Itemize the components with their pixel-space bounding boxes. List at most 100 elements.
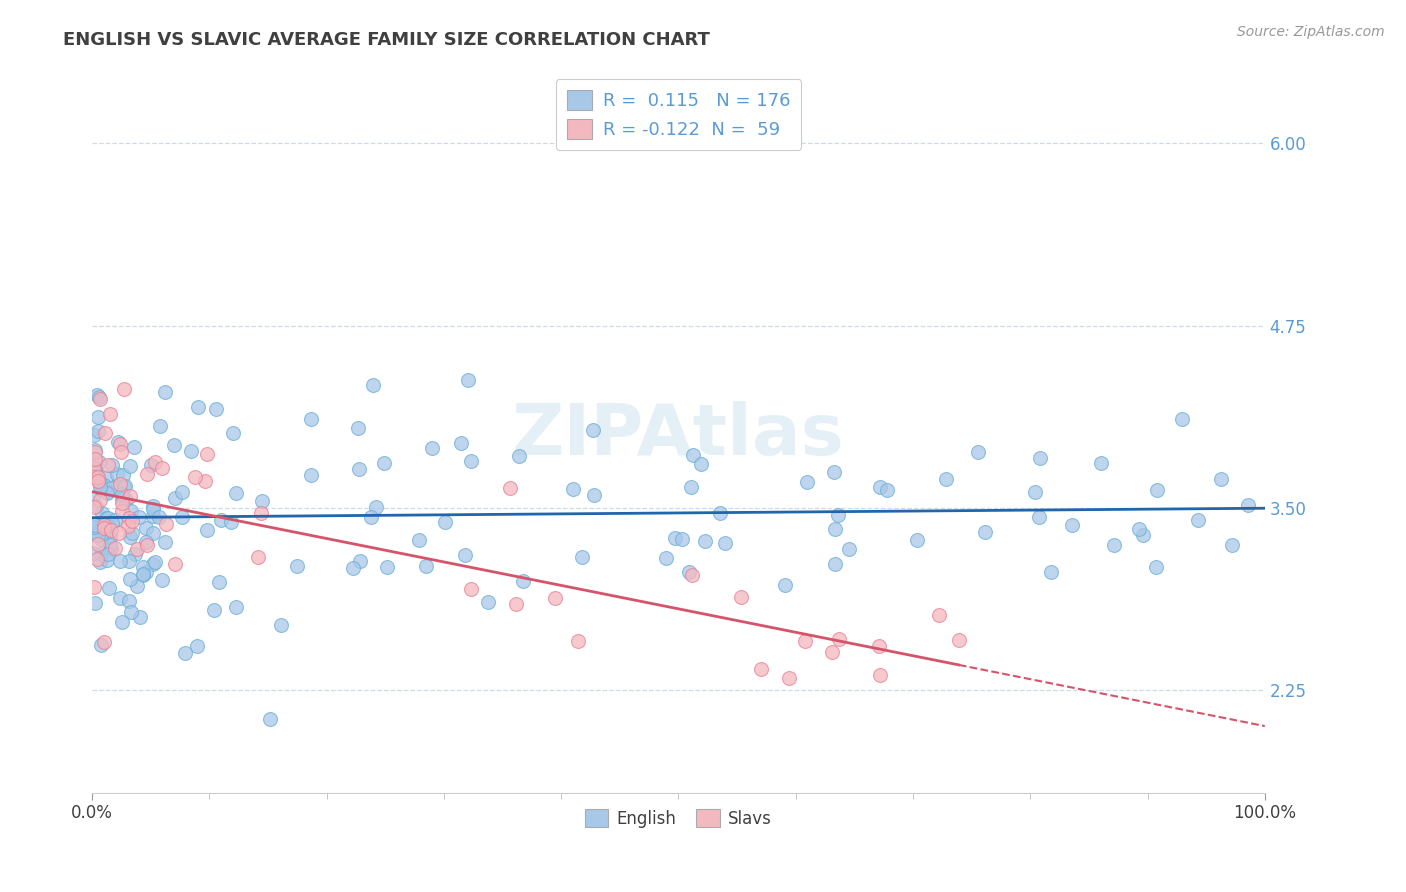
Point bbox=[83, 519, 105, 533]
Point bbox=[89, 555, 111, 569]
Point bbox=[89, 390, 111, 404]
Point bbox=[1090, 456, 1112, 470]
Point bbox=[457, 373, 479, 387]
Point bbox=[135, 467, 157, 481]
Point bbox=[433, 515, 456, 529]
Point bbox=[1146, 483, 1168, 497]
Point bbox=[104, 513, 127, 527]
Point bbox=[90, 547, 112, 561]
Point bbox=[112, 480, 135, 494]
Point bbox=[1102, 538, 1125, 552]
Point bbox=[499, 481, 522, 495]
Point bbox=[1128, 522, 1150, 536]
Point bbox=[194, 474, 217, 488]
Point bbox=[96, 519, 118, 533]
Point bbox=[299, 468, 322, 483]
Point bbox=[110, 445, 132, 459]
Point bbox=[1187, 513, 1209, 527]
Point bbox=[139, 458, 162, 472]
Point bbox=[84, 517, 107, 532]
Point bbox=[204, 402, 226, 417]
Point bbox=[86, 388, 108, 402]
Point bbox=[195, 447, 218, 461]
Point bbox=[209, 513, 232, 527]
Point bbox=[96, 511, 118, 525]
Point bbox=[100, 482, 122, 496]
Point bbox=[183, 469, 205, 483]
Point bbox=[100, 541, 122, 556]
Point bbox=[163, 557, 186, 571]
Point bbox=[111, 615, 134, 630]
Point bbox=[93, 635, 115, 649]
Point bbox=[364, 500, 387, 515]
Point bbox=[773, 578, 796, 592]
Point bbox=[118, 459, 141, 474]
Point bbox=[974, 525, 997, 540]
Point bbox=[270, 617, 292, 632]
Point bbox=[876, 483, 898, 497]
Point bbox=[678, 566, 700, 580]
Point bbox=[97, 458, 120, 473]
Point bbox=[111, 492, 134, 507]
Point bbox=[664, 532, 686, 546]
Point bbox=[84, 445, 107, 459]
Point bbox=[869, 668, 891, 682]
Point bbox=[142, 500, 165, 514]
Point bbox=[195, 523, 218, 537]
Point bbox=[173, 646, 195, 660]
Point bbox=[93, 518, 115, 533]
Point bbox=[477, 595, 499, 609]
Point bbox=[928, 608, 950, 623]
Point bbox=[681, 567, 703, 582]
Point bbox=[107, 434, 129, 449]
Point bbox=[97, 581, 120, 595]
Point bbox=[219, 515, 242, 529]
Point bbox=[89, 492, 111, 507]
Text: Source: ZipAtlas.com: Source: ZipAtlas.com bbox=[1237, 25, 1385, 39]
Point bbox=[96, 484, 118, 499]
Point bbox=[86, 500, 108, 514]
Point bbox=[135, 534, 157, 549]
Point bbox=[150, 460, 173, 475]
Point bbox=[1028, 509, 1050, 524]
Point bbox=[905, 533, 928, 547]
Point bbox=[87, 475, 110, 489]
Point bbox=[689, 458, 711, 472]
Text: ENGLISH VS SLAVIC AVERAGE FAMILY SIZE CORRELATION CHART: ENGLISH VS SLAVIC AVERAGE FAMILY SIZE CO… bbox=[63, 31, 710, 49]
Point bbox=[163, 438, 186, 452]
Point bbox=[114, 479, 136, 493]
Point bbox=[342, 561, 364, 575]
Point bbox=[128, 509, 150, 524]
Point bbox=[82, 491, 104, 506]
Point bbox=[259, 712, 281, 726]
Point bbox=[512, 574, 534, 588]
Point bbox=[1132, 528, 1154, 542]
Point bbox=[1171, 412, 1194, 426]
Point bbox=[454, 549, 477, 563]
Point bbox=[346, 421, 368, 435]
Point bbox=[824, 557, 846, 571]
Point bbox=[91, 506, 114, 520]
Point bbox=[415, 558, 437, 573]
Point bbox=[83, 500, 105, 515]
Point bbox=[125, 541, 148, 556]
Point bbox=[104, 479, 127, 493]
Point bbox=[155, 385, 177, 400]
Point bbox=[796, 475, 818, 490]
Point bbox=[141, 501, 163, 516]
Point bbox=[163, 491, 186, 506]
Point bbox=[1060, 518, 1083, 533]
Point bbox=[83, 580, 105, 594]
Point bbox=[86, 469, 108, 483]
Point bbox=[83, 465, 105, 479]
Point bbox=[249, 506, 271, 520]
Point bbox=[118, 553, 141, 567]
Point bbox=[118, 530, 141, 544]
Point bbox=[107, 526, 129, 541]
Point bbox=[682, 448, 704, 462]
Point bbox=[730, 590, 752, 604]
Point bbox=[967, 445, 990, 459]
Point bbox=[132, 567, 155, 582]
Point bbox=[1024, 485, 1046, 500]
Point bbox=[118, 489, 141, 503]
